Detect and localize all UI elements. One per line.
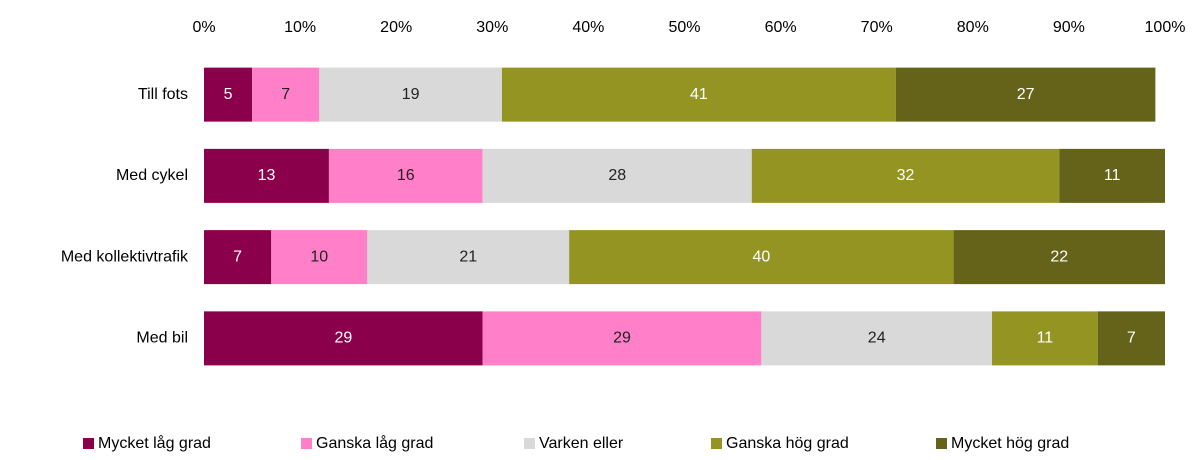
data-label: 41 bbox=[690, 86, 708, 103]
data-label: 19 bbox=[402, 86, 420, 103]
bar-segment bbox=[204, 148, 329, 203]
data-label: 21 bbox=[459, 248, 477, 265]
data-label: 29 bbox=[613, 330, 631, 347]
x-tick-label: 40% bbox=[572, 19, 604, 36]
data-label: 7 bbox=[233, 248, 242, 265]
bar-segment bbox=[204, 230, 272, 285]
data-label: 29 bbox=[334, 330, 352, 347]
x-tick-label: 80% bbox=[957, 19, 989, 36]
data-label: 5 bbox=[224, 86, 233, 103]
data-label: 27 bbox=[1017, 86, 1035, 103]
data-label: 32 bbox=[897, 167, 915, 184]
bar-segment bbox=[953, 230, 1165, 285]
x-tick-label: 70% bbox=[861, 19, 893, 36]
bar-segment bbox=[895, 67, 1156, 122]
legend-label: Mycket låg grad bbox=[98, 434, 211, 452]
data-label: 28 bbox=[608, 167, 626, 184]
data-label: 11 bbox=[1104, 167, 1121, 184]
data-label: 22 bbox=[1050, 248, 1068, 265]
bar-segment bbox=[1059, 148, 1165, 203]
data-label: 10 bbox=[310, 248, 328, 265]
y-tick-label: Med cykel bbox=[116, 167, 188, 184]
legend-swatch bbox=[936, 438, 947, 449]
x-tick-label: 50% bbox=[668, 19, 700, 36]
bar-segment bbox=[482, 311, 762, 366]
data-label: 7 bbox=[281, 86, 290, 103]
legend-label: Mycket hög grad bbox=[951, 435, 1069, 452]
bar-segment bbox=[482, 148, 752, 203]
data-label: 11 bbox=[1037, 330, 1054, 347]
bar-segment bbox=[204, 311, 483, 366]
x-tick-label: 20% bbox=[380, 19, 412, 36]
bar-segment bbox=[761, 311, 993, 366]
y-tick-label: Med bil bbox=[136, 330, 188, 347]
legend-swatch bbox=[301, 438, 312, 449]
data-label: 40 bbox=[752, 248, 770, 265]
bar-segment bbox=[751, 148, 1060, 203]
data-label: 13 bbox=[258, 167, 276, 184]
bar-segment bbox=[204, 67, 253, 122]
bar-segment bbox=[992, 311, 1098, 366]
legend-swatch bbox=[711, 438, 722, 449]
x-tick-label: 100% bbox=[1145, 19, 1186, 36]
legend-swatch bbox=[83, 438, 94, 449]
x-tick-label: 90% bbox=[1053, 19, 1085, 36]
x-tick-label: 0% bbox=[192, 19, 215, 36]
bar-segment bbox=[319, 67, 502, 122]
bar-segment bbox=[501, 67, 896, 122]
data-label: 7 bbox=[1127, 330, 1136, 347]
legend-label: Varken eller bbox=[539, 435, 624, 452]
bar-segment bbox=[569, 230, 954, 285]
y-tick-label: Till fots bbox=[138, 86, 188, 103]
x-tick-label: 10% bbox=[284, 19, 316, 36]
bar-segment bbox=[1097, 311, 1165, 366]
legend-label: Ganska hög grad bbox=[726, 435, 849, 452]
x-tick-label: 30% bbox=[476, 19, 508, 36]
y-tick-label: Med kollektivtrafik bbox=[61, 248, 189, 265]
legend-label: Ganska låg grad bbox=[316, 434, 433, 452]
x-tick-label: 60% bbox=[765, 19, 797, 36]
legend-swatch bbox=[524, 438, 535, 449]
data-label: 24 bbox=[868, 330, 886, 347]
bar-segment bbox=[271, 230, 368, 285]
bar-segment bbox=[328, 148, 483, 203]
bar-segment bbox=[252, 67, 320, 122]
bar-segment bbox=[367, 230, 570, 285]
data-label: 16 bbox=[397, 167, 415, 184]
